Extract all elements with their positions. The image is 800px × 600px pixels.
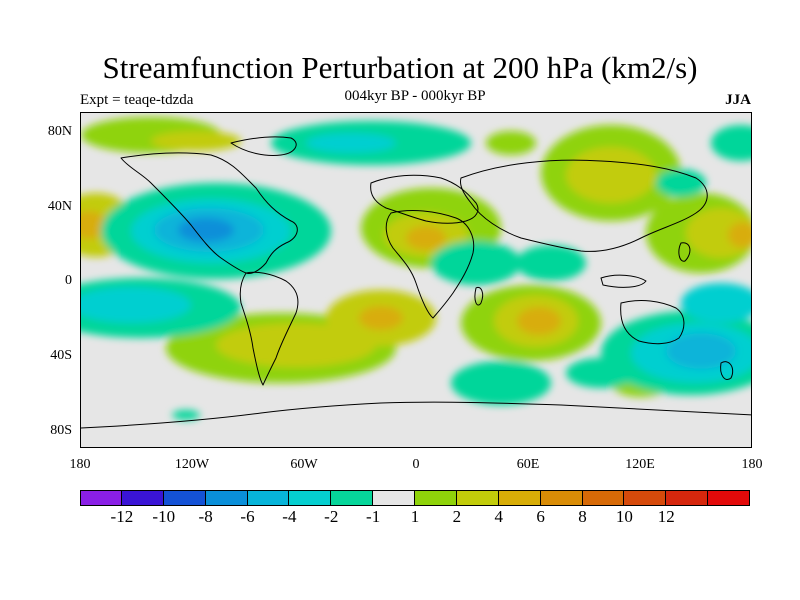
contour-pos xyxy=(151,131,241,151)
map-canvas xyxy=(81,113,751,447)
season-label: JJA xyxy=(725,92,751,108)
contour-neg xyxy=(306,133,396,153)
colorbar-swatch xyxy=(163,490,206,506)
lon-label: 60W xyxy=(290,457,318,472)
contour-pos xyxy=(517,307,561,335)
colorbar-swatch xyxy=(540,490,583,506)
lat-label: 80N xyxy=(47,124,72,139)
lon-label: 180 xyxy=(69,457,91,472)
colorbar-swatch xyxy=(331,490,374,506)
lon-label: 120W xyxy=(174,457,210,472)
contour-neg xyxy=(656,169,706,197)
contour-neg xyxy=(681,283,751,323)
contour-neg xyxy=(666,333,736,369)
plot-title: Streamfunction Perturbation at 200 hPa (… xyxy=(102,50,698,85)
colorbar-swatch xyxy=(708,490,750,506)
colorbar-swatch xyxy=(582,490,625,506)
colorbar-swatch xyxy=(498,490,541,506)
indonesia-coast xyxy=(600,274,647,288)
greenland-coast xyxy=(230,136,297,156)
colorbar-swatch xyxy=(289,490,332,506)
contour-pos xyxy=(566,147,656,203)
contour-pos xyxy=(406,226,446,250)
colorbar-label: 6 xyxy=(536,507,545,526)
lat-label: 80S xyxy=(50,423,72,438)
colorbar-swatch xyxy=(80,490,122,506)
contour-neg xyxy=(431,241,521,285)
colorbar-label: 1 xyxy=(410,507,420,526)
colorbar-swatch xyxy=(247,490,290,506)
plot-subtitle: 004kyr BP - 000kyr BP xyxy=(344,88,486,104)
colorbar-label: 8 xyxy=(578,507,587,526)
colorbar-label: 12 xyxy=(657,507,675,526)
colorbar-label: -6 xyxy=(240,507,255,526)
new-zealand-coast xyxy=(720,361,734,380)
coastlines xyxy=(81,136,751,429)
colorbar-label: -10 xyxy=(152,507,176,526)
colorbar-label: 4 xyxy=(494,507,504,526)
experiment-label: Expt = teaqe-tdzda xyxy=(80,92,194,108)
colorbar-label: -2 xyxy=(324,507,339,526)
lon-label: 120E xyxy=(625,457,655,472)
colorbar-swatch xyxy=(415,490,457,506)
asia-coast xyxy=(460,159,708,252)
colorbar-label: -4 xyxy=(282,507,297,526)
north-america-coast xyxy=(120,152,298,274)
contour-pos xyxy=(172,410,200,420)
contour-pos xyxy=(728,222,751,248)
colorbar-swatch xyxy=(456,490,499,506)
contour-neg xyxy=(178,218,234,242)
australia-coast xyxy=(620,300,685,345)
colorbar-label: -1 xyxy=(366,507,381,526)
contour-pos xyxy=(486,131,536,155)
lat-label: 0 xyxy=(65,273,72,288)
lat-label: 40N xyxy=(47,199,72,214)
lon-label: 60E xyxy=(516,457,540,472)
colorbar-label: -8 xyxy=(198,507,213,526)
africa-coast xyxy=(385,210,475,319)
colorbar xyxy=(80,490,750,506)
lon-label: 0 xyxy=(412,457,420,472)
colorbar-label: 10 xyxy=(615,507,633,526)
japan-coast xyxy=(678,242,691,262)
map-panel xyxy=(80,112,752,448)
colorbar-label: 2 xyxy=(452,507,462,526)
colorbar-swatch xyxy=(624,490,667,506)
colorbar-swatch xyxy=(666,490,709,506)
madagascar-coast xyxy=(474,286,484,306)
colorbar-swatch xyxy=(373,490,415,506)
south-america-coast xyxy=(239,271,299,386)
contour-pos xyxy=(81,211,107,239)
colorbar-swatch xyxy=(205,490,248,506)
colorbar-swatch xyxy=(121,490,164,506)
contour-neg xyxy=(516,245,586,281)
lat-label: 40S xyxy=(50,348,72,363)
colorbar-label: -12 xyxy=(110,507,134,526)
lon-label: 180 xyxy=(741,457,763,472)
europe-coast xyxy=(370,174,479,224)
contour-fields xyxy=(81,117,751,420)
contour-neg xyxy=(711,125,751,161)
contour-pos xyxy=(359,306,403,330)
contour-neg xyxy=(81,287,191,323)
contour-neg xyxy=(566,358,636,388)
contour-neg xyxy=(451,361,551,405)
antarctica-coast xyxy=(81,401,751,429)
